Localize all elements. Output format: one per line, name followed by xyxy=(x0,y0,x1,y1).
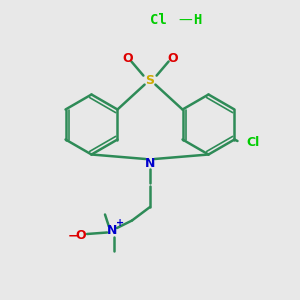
Text: −: − xyxy=(68,229,78,242)
Text: +: + xyxy=(116,218,124,229)
Text: N: N xyxy=(145,157,155,170)
Text: H: H xyxy=(194,13,202,26)
Text: S: S xyxy=(146,74,154,88)
Text: Cl: Cl xyxy=(247,136,260,149)
Text: N: N xyxy=(107,224,118,238)
Text: O: O xyxy=(167,52,178,65)
Text: —: — xyxy=(178,14,192,27)
Text: Cl: Cl xyxy=(150,13,167,26)
Text: O: O xyxy=(122,52,133,65)
Text: O: O xyxy=(76,229,86,242)
